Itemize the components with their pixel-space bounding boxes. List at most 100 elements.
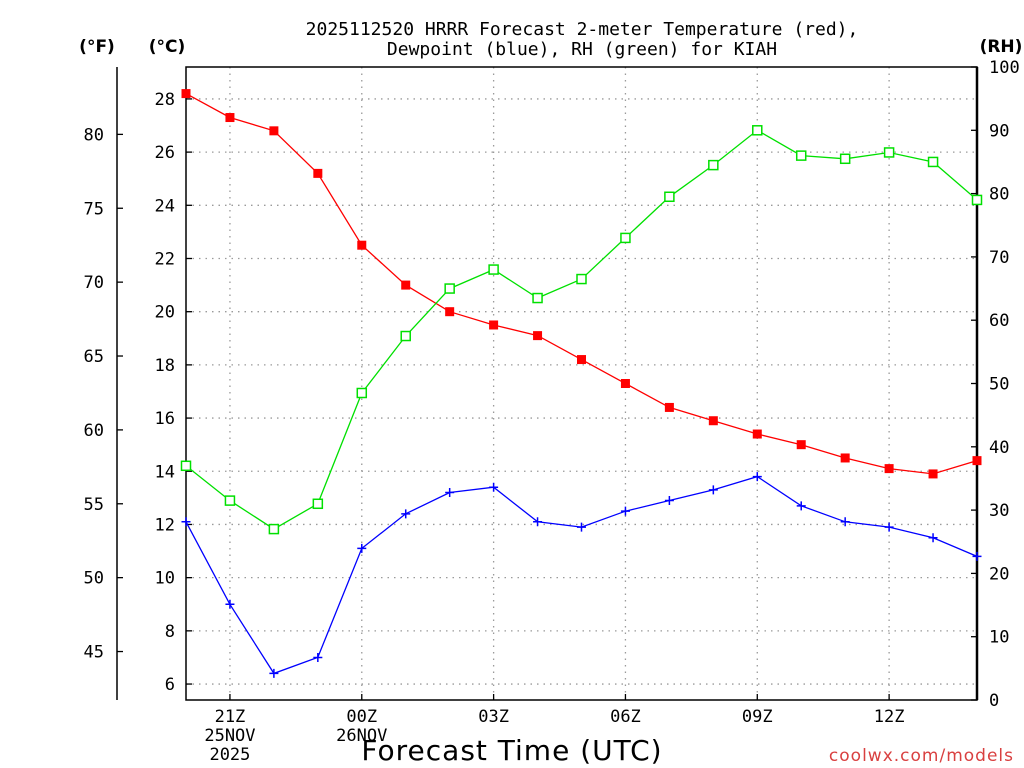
rh-point <box>444 283 455 294</box>
dewpoint-point <box>928 533 938 543</box>
celsius-tick-label: 8 <box>165 622 175 642</box>
dewpoint-point <box>708 485 718 495</box>
temperature-point <box>708 416 718 426</box>
rh-point <box>752 125 763 136</box>
celsius-tick-label: 10 <box>155 569 175 589</box>
rh-tick-label: 40 <box>989 438 1009 458</box>
celsius-tick-label: 16 <box>155 409 175 429</box>
rh-point <box>664 191 675 203</box>
rh-point <box>708 159 719 171</box>
temperature-point <box>445 307 455 317</box>
temperature-point <box>181 89 191 99</box>
rh-point <box>971 194 983 206</box>
rh-point <box>312 498 324 510</box>
dewpoint-point <box>313 652 323 662</box>
temperature-point <box>972 456 982 466</box>
dewpoint-point <box>357 543 367 553</box>
dewpoint-point <box>752 472 762 482</box>
dewpoint-point <box>620 506 630 516</box>
rh-tick-label: 100 <box>989 58 1020 78</box>
dewpoint-point <box>225 599 235 609</box>
x-tick-label: 00Z <box>346 707 377 727</box>
dewpoint-point <box>796 501 806 511</box>
temperature-point <box>313 168 323 178</box>
celsius-tick-label: 6 <box>165 675 175 695</box>
celsius-tick-label: 12 <box>155 515 175 535</box>
temperature-point <box>225 113 235 123</box>
rh-tick-label: 80 <box>989 185 1009 205</box>
x-tick-label: 21Z <box>215 707 246 727</box>
x-tick-label: 06Z <box>610 707 641 727</box>
data-series <box>180 89 983 678</box>
temperature-point <box>840 453 850 463</box>
rh-axis-unit: (RH) <box>980 37 1023 57</box>
temperature-point <box>752 429 762 439</box>
rh-point <box>488 264 499 275</box>
x-tick-label: 26NOV <box>336 726 387 746</box>
dewpoint-point <box>884 522 894 532</box>
temperature-point <box>884 464 894 474</box>
rh-tick-label: 30 <box>989 501 1009 521</box>
rh-point <box>400 330 411 342</box>
dewpoint-point <box>181 517 191 527</box>
series-line <box>185 129 978 530</box>
celsius-tick-label: 26 <box>155 143 175 163</box>
x-axis-title: Forecast Time (UTC) <box>361 734 662 767</box>
rh-tick-label: 90 <box>989 121 1009 141</box>
temperature-point <box>928 469 938 479</box>
rh-tick-label: 20 <box>989 564 1009 584</box>
rh-tick-label: 70 <box>989 248 1009 268</box>
fahrenheit-tick-label: 50 <box>84 569 104 589</box>
rh-tick-label: 0 <box>989 691 999 711</box>
plot-frame <box>185 66 978 701</box>
temperature-point <box>664 402 674 412</box>
fahrenheit-tick-label: 70 <box>84 273 104 293</box>
rh-point <box>927 156 939 168</box>
source-credit: coolwx.com/models <box>829 746 1014 766</box>
series-line <box>185 475 978 675</box>
celsius-tick-label: 14 <box>155 462 175 482</box>
fahrenheit-tick-label: 75 <box>84 199 104 219</box>
dewpoint-point <box>533 517 543 527</box>
temperature-point <box>796 440 806 450</box>
series-dewpoint <box>181 472 982 678</box>
dewpoint-point <box>664 496 674 506</box>
rh-tick-label: 60 <box>989 311 1009 331</box>
rh-point <box>620 232 631 244</box>
rh-point <box>224 495 236 506</box>
fahrenheit-tick-label: 45 <box>84 643 104 663</box>
rh-point <box>883 147 895 158</box>
rh-point <box>795 150 807 161</box>
temperature-point <box>620 379 630 388</box>
fahrenheit-tick-label: 65 <box>84 347 104 367</box>
celsius-tick-label: 28 <box>155 90 175 110</box>
x-tick-label: 09Z <box>742 707 773 727</box>
rh-tick-label: 10 <box>989 628 1009 648</box>
gridlines <box>186 67 977 700</box>
dewpoint-point <box>489 482 499 492</box>
temperature-point <box>533 331 543 341</box>
series-rh <box>180 125 983 535</box>
temperature-point <box>577 355 586 365</box>
rh-point <box>268 523 280 535</box>
dewpoint-point <box>401 509 411 519</box>
celsius-tick-label: 18 <box>155 356 175 376</box>
x-tick-label: 03Z <box>478 707 509 727</box>
x-tick-label: 25NOV <box>204 726 255 746</box>
temperature-point <box>357 240 367 250</box>
celsius-tick-label: 24 <box>155 196 175 216</box>
rh-point <box>356 387 368 399</box>
x-tick-label: 2025 <box>209 745 250 765</box>
celsius-tick-label: 20 <box>155 303 175 323</box>
dewpoint-point <box>269 668 279 678</box>
rh-point <box>180 460 192 472</box>
tick-labels: 6 8 10 12 14 16 18 20 22 24 26 28 45 50 55 60 65 70 75 80 0 1… <box>84 58 1020 765</box>
dewpoint-point <box>972 551 982 561</box>
dewpoint-point <box>577 522 586 532</box>
rh-point <box>532 292 543 304</box>
rh-tick-label: 50 <box>989 375 1009 395</box>
rh-point <box>576 273 587 285</box>
dewpoint-point <box>445 488 455 498</box>
